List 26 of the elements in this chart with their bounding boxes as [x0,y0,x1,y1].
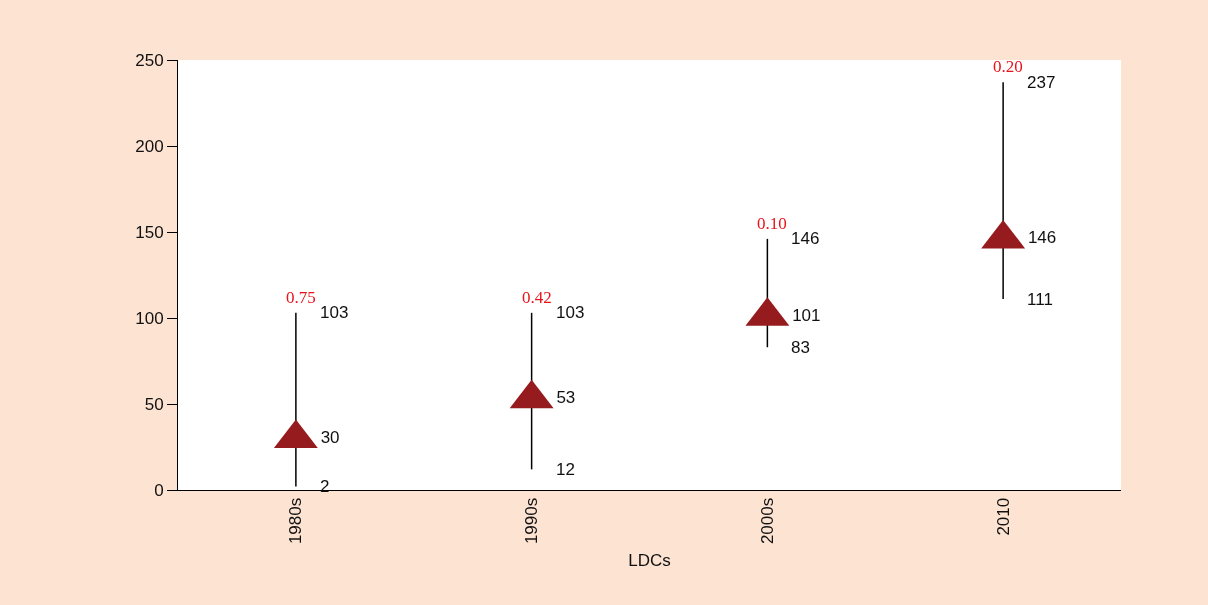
annotation: 0.75 [286,288,316,307]
annotation: 146 [791,229,820,248]
annotation: 0.42 [522,288,552,307]
data-label: 101 [792,305,821,325]
annotation: 103 [320,303,349,322]
annotation: 12 [556,460,575,479]
y-tick-label: 50 [144,394,164,414]
x-tick-label: 2010 [993,497,1013,536]
annotation: 237 [1027,73,1056,92]
y-tick-label: 0 [154,480,164,500]
x-tick-label: 2000s [757,497,777,545]
annotation: 83 [791,338,810,357]
x-tick-label: 1980s [286,497,306,545]
x-tick-label: 1990s [522,497,542,545]
data-label: 53 [556,388,576,408]
annotation: 111 [1027,290,1053,309]
y-tick-label: 150 [135,222,164,242]
x-axis-title: LDCs [628,550,671,570]
y-tick-label: 250 [135,50,164,70]
annotation: 103 [556,303,585,322]
annotation: 0.10 [757,214,787,233]
data-label: 146 [1027,228,1057,248]
y-tick-label: 200 [135,136,164,156]
y-tick-label: 100 [135,308,164,328]
annotation: 0.20 [993,57,1023,76]
data-label: 30 [320,427,340,447]
